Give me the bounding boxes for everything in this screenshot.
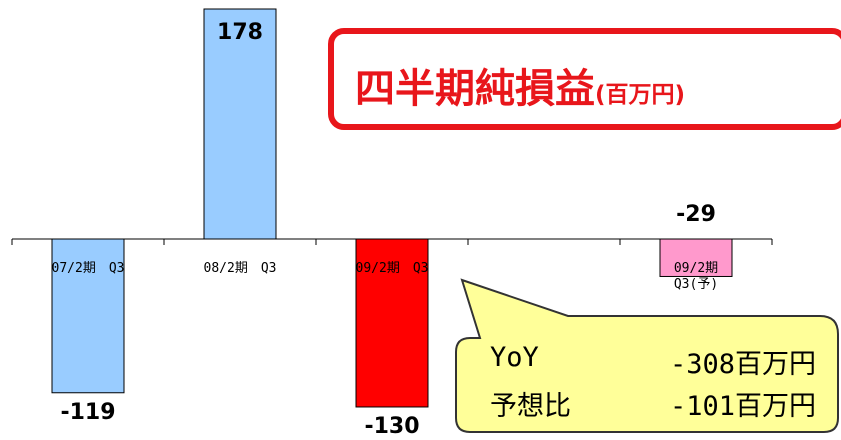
- category-label-2: 09/2期 Q3: [356, 261, 429, 276]
- chart-title: 四半期純損益(百万円): [355, 56, 685, 114]
- data-label-1: 178: [217, 20, 263, 45]
- callout-forecast-value: -101百万円: [670, 391, 817, 422]
- callout-bubble: [455, 278, 839, 433]
- chart-title-unit: (百万円): [595, 82, 686, 108]
- callout-yoy-label: YoY: [490, 342, 539, 373]
- category-label-1: 08/2期 Q3: [204, 261, 277, 276]
- category-label-0: 07/2期 Q3: [52, 261, 125, 276]
- callout-forecast-label: 予想比: [490, 391, 571, 422]
- chart-title-text: 四半期純損益: [355, 66, 595, 112]
- axis-layer: [11, 238, 773, 245]
- data-label-0: -119: [60, 400, 115, 425]
- data-label-4: -29: [676, 202, 716, 227]
- bar-4: [659, 238, 733, 277]
- bar-0: [51, 238, 125, 394]
- category-label-4: 09/2期: [674, 261, 718, 276]
- data-label-2: -130: [364, 414, 419, 439]
- chart-title-frame: [328, 28, 841, 130]
- labels-layer: -119 07/2期 Q3 178 08/2期 Q3 -130 09/2期 Q3 -29 09…: [52, 20, 719, 439]
- bar-1: [203, 8, 277, 240]
- category-label-4-line1: Q3(予): [674, 277, 718, 292]
- callout-shape: [455, 278, 839, 433]
- callout-yoy-value: -308百万円: [670, 349, 817, 380]
